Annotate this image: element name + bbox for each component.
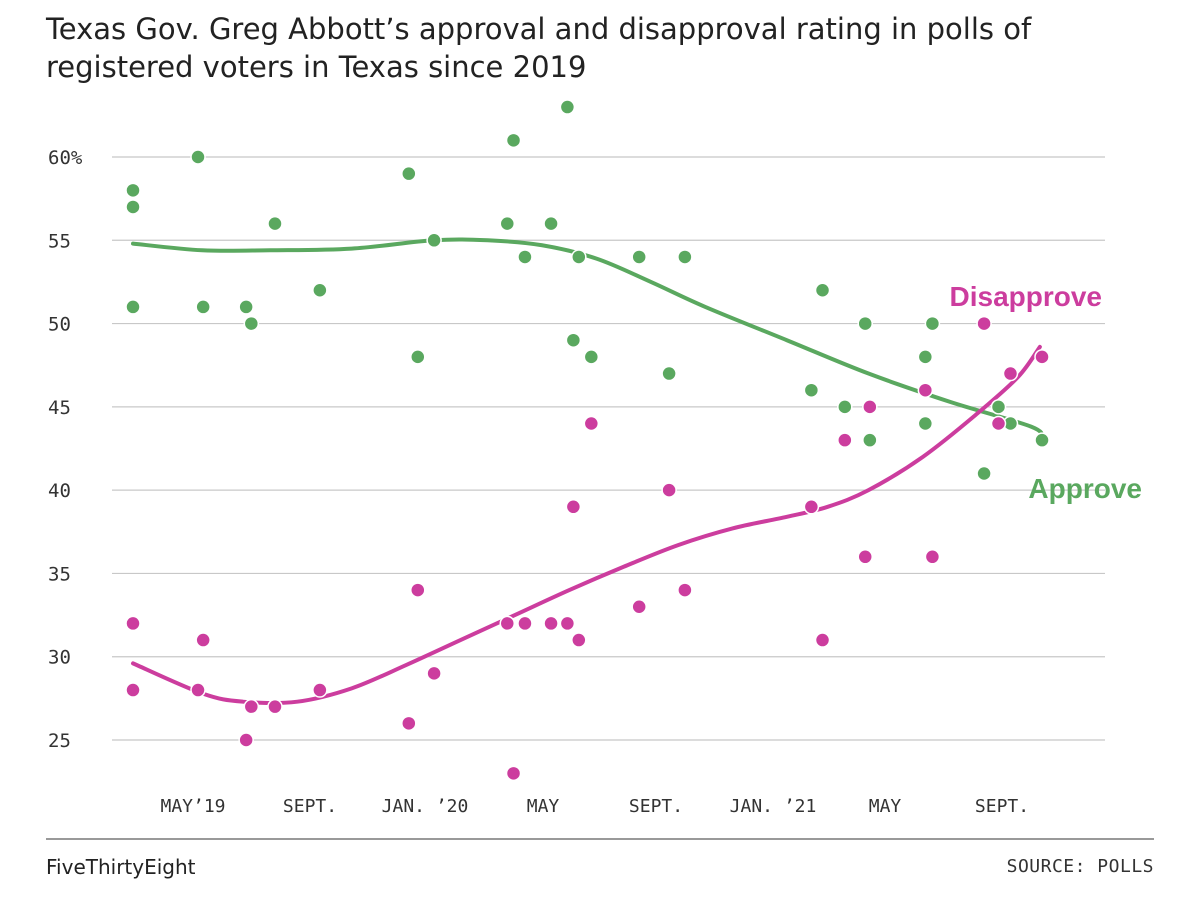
- y-tick-label: 30: [48, 647, 71, 669]
- y-tick-label: 25: [48, 730, 71, 752]
- disapprove-poll-point: [661, 482, 677, 498]
- approve-poll-point: [401, 165, 417, 182]
- disapprove-poll-point: [924, 549, 941, 565]
- disapprove-series-label: Disapprove: [950, 281, 1103, 312]
- x-tick-label: JAN. ’21: [730, 796, 817, 817]
- approve-poll-point: [505, 132, 522, 149]
- disapprove-poll-point: [543, 615, 559, 632]
- disapprove-poll-point: [125, 615, 141, 632]
- disapprove-poll-point: [410, 582, 426, 598]
- y-axis-ticks: 60% 55 50 45 40 35 30 25: [48, 147, 83, 752]
- disapprove-poll-point: [517, 615, 533, 632]
- x-tick-label: MAY: [527, 796, 560, 817]
- gridlines: [112, 156, 1105, 741]
- approve-poll-point: [631, 249, 647, 265]
- approve-poll-point: [583, 349, 600, 365]
- disapprove-poll-point: [571, 632, 587, 648]
- approve-poll-point: [426, 232, 442, 249]
- approve-poll-point: [976, 465, 992, 482]
- x-tick-label: SEPT.: [629, 796, 683, 817]
- disapprove-poll-point: [976, 315, 992, 332]
- approve-poll-point: [677, 249, 693, 265]
- approve-poll-point: [410, 349, 426, 365]
- y-tick-label: 55: [48, 230, 71, 252]
- disapprove-poll-point: [312, 682, 328, 698]
- disapprove-poll-point: [125, 682, 141, 698]
- disapprove-poll-point: [190, 682, 206, 698]
- brand-credit: FiveThirtyEight: [46, 855, 196, 879]
- approve-poll-point: [917, 349, 934, 365]
- footer-divider: [46, 838, 1154, 840]
- approve-poll-point: [238, 299, 254, 315]
- approve-poll-point: [990, 399, 1007, 415]
- disapprove-trend-line: [131, 344, 1042, 706]
- approve-poll-point: [195, 299, 211, 315]
- disapprove-poll-point: [401, 715, 417, 732]
- disapprove-poll-point: [631, 598, 647, 615]
- approve-poll-point: [125, 182, 141, 199]
- approve-poll-point: [517, 249, 533, 265]
- approve-series-label: Approve: [1028, 473, 1142, 504]
- disapprove-poll-point: [559, 615, 576, 632]
- x-tick-label: MAY: [869, 796, 902, 817]
- disapprove-poll-point: [857, 549, 873, 565]
- disapprove-poll-point: [583, 415, 600, 432]
- approve-poll-point: [499, 215, 516, 232]
- disapprove-poll-point: [238, 732, 254, 748]
- y-tick-label: 45: [48, 397, 71, 419]
- disapprove-poll-point: [837, 432, 853, 448]
- disapprove-poll-point: [195, 632, 211, 648]
- approve-poll-point: [571, 249, 587, 265]
- approve-poll-point: [543, 215, 559, 232]
- trend-lines: [131, 237, 1045, 706]
- approve-poll-point: [862, 432, 878, 448]
- x-tick-label: SEPT.: [283, 796, 337, 817]
- y-tick-label: 50: [48, 314, 71, 336]
- disapprove-poll-point: [990, 415, 1007, 432]
- chart-title: Texas Gov. Greg Abbott’s approval and di…: [46, 12, 1032, 84]
- approve-poll-point: [559, 99, 576, 115]
- approve-poll-point: [565, 332, 582, 348]
- approve-poll-point: [661, 365, 677, 382]
- disapprove-poll-point: [803, 499, 820, 515]
- approve-poll-point: [190, 149, 206, 165]
- approve-poll-point: [857, 315, 873, 332]
- approve-trend-line: [131, 237, 1045, 441]
- disapprove-poll-point: [499, 615, 516, 632]
- disapprove-poll-point: [267, 698, 283, 715]
- approve-poll-point: [803, 382, 820, 398]
- disapprove-poll-point: [917, 382, 934, 398]
- x-tick-label: SEPT.: [975, 796, 1029, 817]
- approve-poll-point: [267, 215, 283, 232]
- approve-poll-point: [837, 399, 853, 415]
- disapprove-poll-point: [505, 765, 522, 782]
- approve-poll-point: [1034, 432, 1050, 448]
- source-note: SOURCE: POLLS: [1006, 856, 1154, 877]
- approve-poll-point: [924, 315, 941, 332]
- disapprove-poll-point: [243, 698, 260, 715]
- x-axis-ticks: MAY’19 SEPT. JAN. ’20 MAY SEPT. JAN. ’21 MAY SE…: [160, 796, 1029, 817]
- poll-points: [125, 99, 1050, 782]
- y-tick-label: 60%: [48, 147, 83, 169]
- approve-poll-point: [814, 282, 831, 299]
- approve-poll-point: [125, 299, 141, 315]
- disapprove-poll-point: [426, 665, 442, 682]
- disapprove-poll-point: [1002, 365, 1019, 382]
- disapprove-poll-point: [814, 632, 831, 648]
- disapprove-poll-point: [677, 582, 693, 598]
- disapprove-poll-point: [1034, 349, 1050, 365]
- approve-poll-point: [243, 315, 260, 332]
- x-tick-label: JAN. ’20: [382, 796, 469, 817]
- x-tick-label: MAY’19: [160, 796, 225, 817]
- disapprove-poll-point: [862, 399, 878, 415]
- y-tick-label: 35: [48, 563, 71, 585]
- approve-poll-point: [917, 415, 934, 432]
- approve-poll-point: [312, 282, 328, 299]
- disapprove-poll-point: [565, 499, 582, 515]
- approve-poll-point: [125, 199, 141, 215]
- y-tick-label: 40: [48, 480, 71, 502]
